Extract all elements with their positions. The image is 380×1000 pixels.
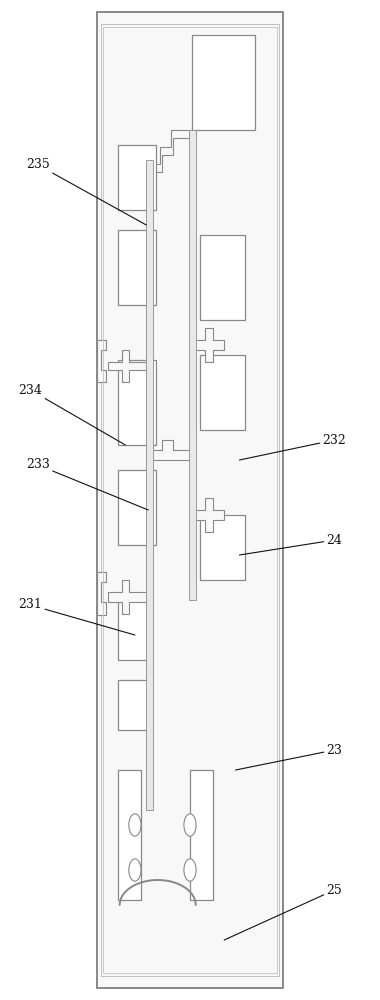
Polygon shape: [148, 130, 192, 172]
Bar: [118, 770, 141, 900]
Polygon shape: [108, 580, 148, 614]
Text: 23: 23: [236, 744, 342, 770]
Bar: [97, 12, 283, 988]
Bar: [101, 24, 279, 976]
Bar: [192, 35, 255, 130]
Polygon shape: [97, 340, 106, 382]
Bar: [118, 145, 156, 210]
Bar: [200, 515, 245, 580]
Text: 233: 233: [26, 458, 148, 510]
Polygon shape: [108, 350, 148, 382]
Ellipse shape: [129, 859, 141, 881]
Polygon shape: [97, 572, 106, 615]
Text: 234: 234: [19, 383, 125, 445]
Polygon shape: [192, 498, 224, 532]
Bar: [118, 680, 150, 730]
Text: 231: 231: [19, 598, 135, 635]
Text: 232: 232: [239, 434, 346, 460]
Bar: [103, 27, 277, 973]
Bar: [189, 130, 196, 600]
Ellipse shape: [184, 814, 196, 836]
Bar: [200, 235, 245, 320]
Bar: [190, 770, 213, 900]
Ellipse shape: [129, 814, 141, 836]
Bar: [118, 470, 156, 545]
Bar: [146, 160, 153, 810]
Bar: [118, 230, 156, 305]
Bar: [118, 595, 150, 660]
Text: 25: 25: [224, 884, 342, 940]
Text: 24: 24: [239, 534, 342, 555]
Polygon shape: [148, 440, 192, 460]
Polygon shape: [192, 328, 224, 362]
Text: 235: 235: [26, 158, 146, 225]
Bar: [118, 360, 156, 445]
Bar: [103, 27, 277, 973]
Bar: [200, 355, 245, 430]
Ellipse shape: [184, 859, 196, 881]
